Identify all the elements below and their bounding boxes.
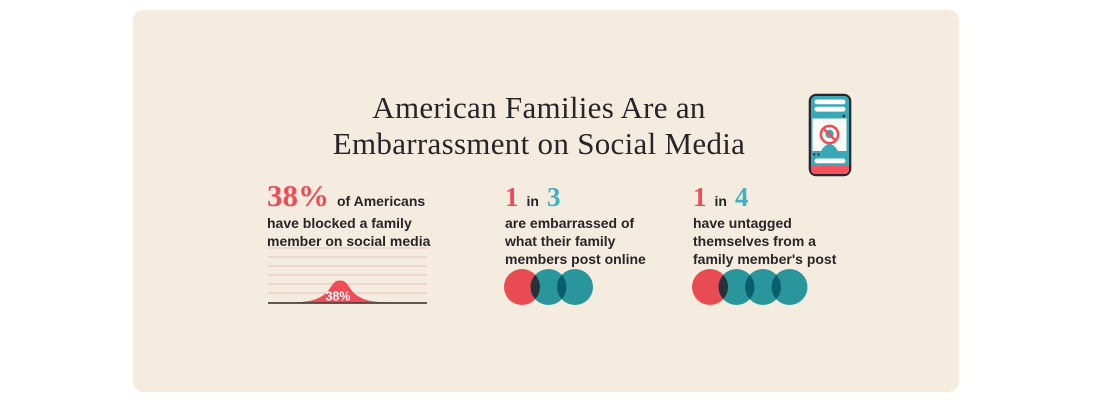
stat-untagged-headline: 1 in 4 [693,184,883,211]
bell-curve-chart: 38% [268,247,427,304]
stat-blocked-lead: of Americans [337,193,426,209]
stat-untagged-denominator: 4 [734,182,749,212]
person-circle-highlighted-icon [692,269,728,305]
prohibition-slash-icon [822,127,837,142]
stat-embarrassed-denominator: 3 [546,182,561,212]
stat-untagged-line: have untagged [693,215,792,231]
person-circle-icon [530,269,567,305]
stat-embarrassed-connector: in [526,193,539,209]
screen-bar-icon [814,106,846,112]
stat-embarrassed-headline: 1 in 3 [505,184,685,211]
person-circle-highlighted-icon [504,269,540,305]
chart-gridlines [268,247,427,294]
stat-blocked: 38% of Americans have blocked a family m… [267,180,477,250]
stat-embarrassed-line: what their family [505,233,616,249]
person-circle-icon [745,269,781,305]
stat-untagged-line: themselves from a [693,233,816,249]
stat-blocked-line: have blocked a family [267,215,412,231]
phone-blocked-user-icon [808,93,852,177]
chart-value-label: 38% [325,290,350,304]
stat-embarrassed-line: are embarrassed of [505,215,635,231]
screen-dot-icon [813,153,816,156]
person-circle-icon [557,269,593,305]
title-line-1: American Families Are an [372,90,706,125]
person-circle-icon [718,269,755,305]
infographic-card: American Families Are an Embarrassment o… [133,10,959,392]
icon-array-1-in-3 [504,269,593,305]
screen-bar-icon [814,158,846,164]
prohibition-ring-icon [819,124,840,145]
stat-embarrassed: 1 in 3 are embarrassed of what their fam… [505,184,685,268]
person-circle-icon [771,269,808,305]
stat-untagged-numerator: 1 [693,182,707,212]
stat-blocked-number: 38% [267,178,329,213]
stat-blocked-line: member on social media [267,233,431,249]
stat-untagged-connector: in [714,193,727,209]
page-title: American Families Are an Embarrassment o… [133,90,945,162]
stat-embarrassed-numerator: 1 [505,182,519,212]
bell-curve-area [286,280,394,303]
stat-embarrassed-line: members post online [505,251,646,267]
avatar-shoulders-icon [821,143,838,151]
screen-bar-icon [814,99,846,105]
icon-array-1-in-4 [692,269,808,305]
screen-footer-bar [811,165,849,174]
stat-blocked-headline: 38% of Americans [267,180,477,211]
title-line-2: Embarrassment on Social Media [332,126,746,161]
screen-dot-icon [817,153,820,156]
stat-untagged: 1 in 4 have untagged themselves from a f… [693,184,883,268]
stat-untagged-line: family member's post [693,251,837,267]
screen-dot-icon [842,114,846,118]
